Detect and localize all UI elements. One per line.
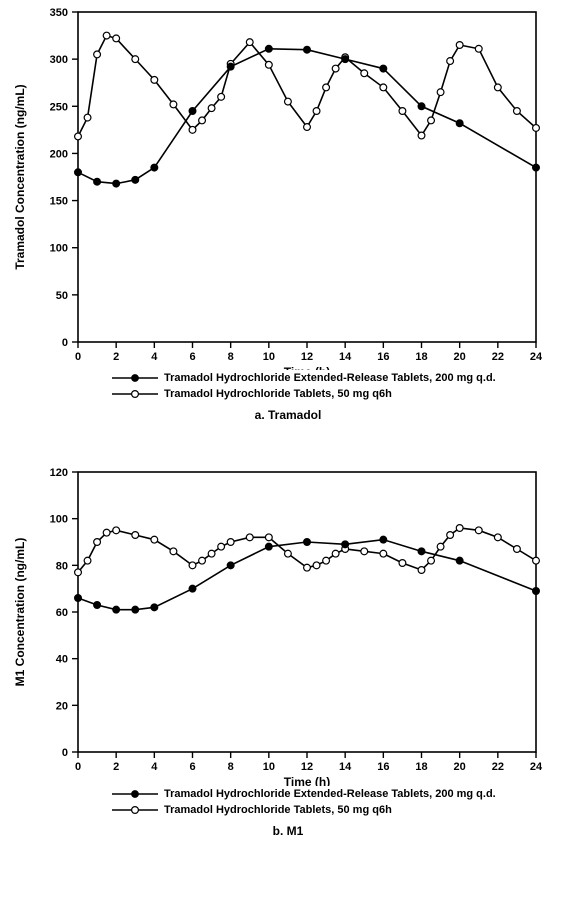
svg-text:14: 14 bbox=[339, 351, 352, 363]
svg-text:150: 150 bbox=[50, 196, 68, 208]
svg-text:2: 2 bbox=[113, 761, 119, 773]
svg-text:4: 4 bbox=[151, 351, 158, 363]
svg-text:350: 350 bbox=[50, 7, 68, 19]
svg-text:18: 18 bbox=[415, 351, 427, 363]
svg-text:8: 8 bbox=[228, 351, 234, 363]
svg-text:Time (h): Time (h) bbox=[284, 775, 330, 786]
legend-swatch-open bbox=[110, 387, 160, 401]
svg-text:18: 18 bbox=[415, 761, 427, 773]
svg-text:12: 12 bbox=[301, 761, 313, 773]
svg-text:Tramadol Concentration (ng/mL): Tramadol Concentration (ng/mL) bbox=[13, 84, 27, 269]
svg-text:40: 40 bbox=[56, 654, 68, 666]
legend-row-filled-b: Tramadol Hydrochloride Extended-Release … bbox=[110, 786, 550, 802]
svg-text:12: 12 bbox=[301, 351, 313, 363]
svg-text:10: 10 bbox=[263, 351, 275, 363]
svg-text:0: 0 bbox=[75, 761, 81, 773]
svg-text:20: 20 bbox=[56, 700, 68, 712]
svg-text:200: 200 bbox=[50, 148, 68, 160]
svg-text:120: 120 bbox=[50, 467, 68, 479]
legend-panel-a: Tramadol Hydrochloride Extended-Release … bbox=[110, 370, 550, 402]
svg-text:250: 250 bbox=[50, 101, 68, 113]
svg-text:0: 0 bbox=[62, 337, 68, 349]
svg-text:300: 300 bbox=[50, 54, 68, 66]
legend-row-filled: Tramadol Hydrochloride Extended-Release … bbox=[110, 370, 550, 386]
caption-b: b. M1 bbox=[0, 824, 576, 838]
svg-text:4: 4 bbox=[151, 761, 158, 773]
legend-label-open-b: Tramadol Hydrochloride Tablets, 50 mg q6… bbox=[164, 804, 392, 816]
svg-text:20: 20 bbox=[454, 351, 466, 363]
svg-text:60: 60 bbox=[56, 607, 68, 619]
svg-text:22: 22 bbox=[492, 351, 504, 363]
svg-text:22: 22 bbox=[492, 761, 504, 773]
svg-text:16: 16 bbox=[377, 351, 389, 363]
svg-text:24: 24 bbox=[530, 351, 543, 363]
m1-chart: 024681012141618202224020406080100120Time… bbox=[0, 460, 576, 786]
svg-text:8: 8 bbox=[228, 761, 234, 773]
svg-text:50: 50 bbox=[56, 290, 68, 302]
svg-text:16: 16 bbox=[377, 761, 389, 773]
legend-row-open: Tramadol Hydrochloride Tablets, 50 mg q6… bbox=[110, 386, 550, 402]
svg-text:14: 14 bbox=[339, 761, 352, 773]
legend-row-open-b: Tramadol Hydrochloride Tablets, 50 mg q6… bbox=[110, 802, 550, 818]
legend-label-open: Tramadol Hydrochloride Tablets, 50 mg q6… bbox=[164, 388, 392, 400]
legend-swatch-open-b bbox=[110, 803, 160, 817]
caption-a: a. Tramadol bbox=[0, 408, 576, 422]
svg-text:20: 20 bbox=[454, 761, 466, 773]
svg-text:2: 2 bbox=[113, 351, 119, 363]
svg-text:6: 6 bbox=[189, 761, 195, 773]
svg-text:0: 0 bbox=[75, 351, 81, 363]
panel-tramadol: 0246810121416182022240501001502002503003… bbox=[0, 0, 576, 430]
svg-text:24: 24 bbox=[530, 761, 543, 773]
legend-panel-b: Tramadol Hydrochloride Extended-Release … bbox=[110, 786, 550, 818]
svg-text:M1 Concentration (ng/mL): M1 Concentration (ng/mL) bbox=[13, 538, 27, 687]
pk-charts-page: { "global": { "background_color": "#ffff… bbox=[0, 0, 576, 904]
svg-text:10: 10 bbox=[263, 761, 275, 773]
svg-text:0: 0 bbox=[62, 747, 68, 759]
legend-swatch-filled-b bbox=[110, 787, 160, 801]
svg-text:100: 100 bbox=[50, 243, 68, 255]
panel-m1: 024681012141618202224020406080100120Time… bbox=[0, 460, 576, 890]
legend-swatch-filled bbox=[110, 371, 160, 385]
svg-text:6: 6 bbox=[189, 351, 195, 363]
tramadol-chart: 0246810121416182022240501001502002503003… bbox=[0, 0, 576, 370]
legend-label-filled: Tramadol Hydrochloride Extended-Release … bbox=[164, 372, 496, 384]
legend-label-filled-b: Tramadol Hydrochloride Extended-Release … bbox=[164, 788, 496, 800]
svg-text:100: 100 bbox=[50, 514, 68, 526]
svg-text:80: 80 bbox=[56, 560, 68, 572]
